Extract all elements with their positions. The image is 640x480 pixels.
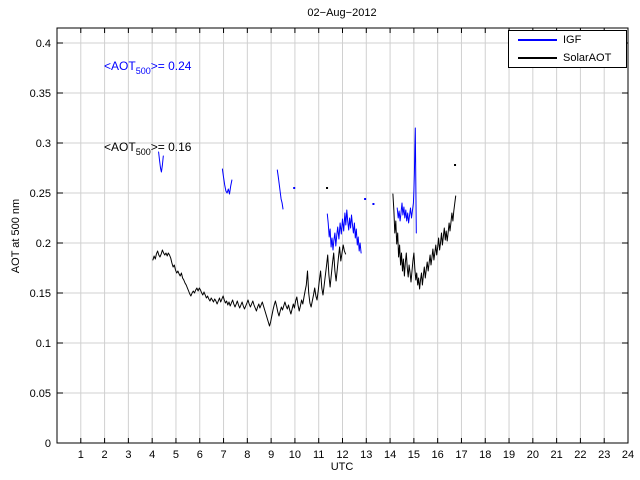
x-tick-label: 12	[336, 449, 348, 461]
igf-data-dot	[372, 203, 375, 205]
x-tick-label: 5	[173, 449, 179, 461]
legend-entry-igf: IGF	[509, 33, 626, 48]
solaraot-data-dot	[454, 164, 457, 166]
x-tick-label: 16	[432, 449, 444, 461]
y-tick-label: 0.2	[36, 238, 51, 250]
igf-series-line	[221, 168, 233, 195]
solaraot-mean-annotation-value: >= 0.16	[150, 140, 192, 154]
y-tick-label: 0.3	[36, 138, 51, 150]
x-tick-label: 11	[313, 449, 324, 461]
x-tick-label: 24	[622, 449, 634, 461]
x-tick-label: 19	[503, 449, 515, 461]
y-tick-label: 0.05	[30, 388, 51, 400]
igf-mean-annotation-pre: <AOT	[104, 59, 136, 73]
x-tick-label: 2	[102, 449, 108, 461]
x-tick-label: 18	[479, 449, 491, 461]
igf-data-dot	[293, 187, 296, 189]
igf-series-line	[276, 169, 284, 210]
solaraot-series-line	[392, 193, 457, 290]
y-axis-label: AOT at 500 nm	[10, 198, 22, 274]
x-tick-label: 8	[244, 449, 250, 461]
legend-entry-solaraot: SolarAOT	[509, 51, 626, 66]
solaraot-line-sample	[518, 57, 557, 59]
y-tick-label: 0.25	[30, 188, 51, 200]
x-tick-label: 13	[360, 449, 372, 461]
igf-mean-annotation: <AOT500>= 0.24	[104, 59, 192, 76]
y-tick-label: 0.1	[36, 338, 51, 350]
x-tick-label: 6	[197, 449, 203, 461]
y-tick-label: 0.4	[36, 38, 51, 50]
igf-series-line	[396, 127, 417, 234]
x-tick-label: 17	[455, 449, 467, 461]
x-tick-label: 21	[551, 449, 563, 461]
igf-line-sample	[518, 39, 557, 41]
x-tick-label: 1	[78, 449, 84, 461]
igf-series-line	[158, 151, 164, 173]
chart-title: 02−Aug−2012	[307, 7, 377, 19]
x-tick-label: 22	[574, 449, 586, 461]
x-tick-label: 14	[384, 449, 396, 461]
y-tick-label: 0.35	[30, 88, 51, 100]
x-tick-label: 7	[220, 449, 226, 461]
igf-data-dot	[364, 198, 367, 200]
igf-mean-annotation-sub: 500	[135, 66, 151, 76]
legend-label-igf: IGF	[563, 33, 582, 46]
x-axis-label: UTC	[330, 461, 354, 473]
x-tick-label: 9	[268, 449, 274, 461]
solaraot-mean-annotation-sub: 500	[135, 147, 151, 157]
solaraot-series-line	[152, 244, 347, 327]
solaraot-data-dot	[326, 187, 329, 189]
igf-series-line	[326, 209, 362, 254]
solaraot-mean-annotation: <AOT500>= 0.16	[104, 140, 192, 157]
igf-mean-annotation-value: >= 0.24	[150, 59, 192, 73]
x-tick-label: 10	[289, 449, 301, 461]
x-tick-label: 3	[125, 449, 131, 461]
x-tick-label: 4	[149, 449, 155, 461]
y-tick-label: 0	[45, 438, 51, 450]
x-tick-label: 15	[408, 449, 420, 461]
x-tick-label: 20	[527, 449, 539, 461]
solaraot-mean-annotation-pre: <AOT	[104, 140, 136, 154]
legend-label-solaraot: SolarAOT	[563, 51, 612, 64]
legend: IGF SolarAOT	[508, 30, 627, 68]
x-tick-label: 23	[598, 449, 610, 461]
y-tick-label: 0.15	[30, 288, 51, 300]
